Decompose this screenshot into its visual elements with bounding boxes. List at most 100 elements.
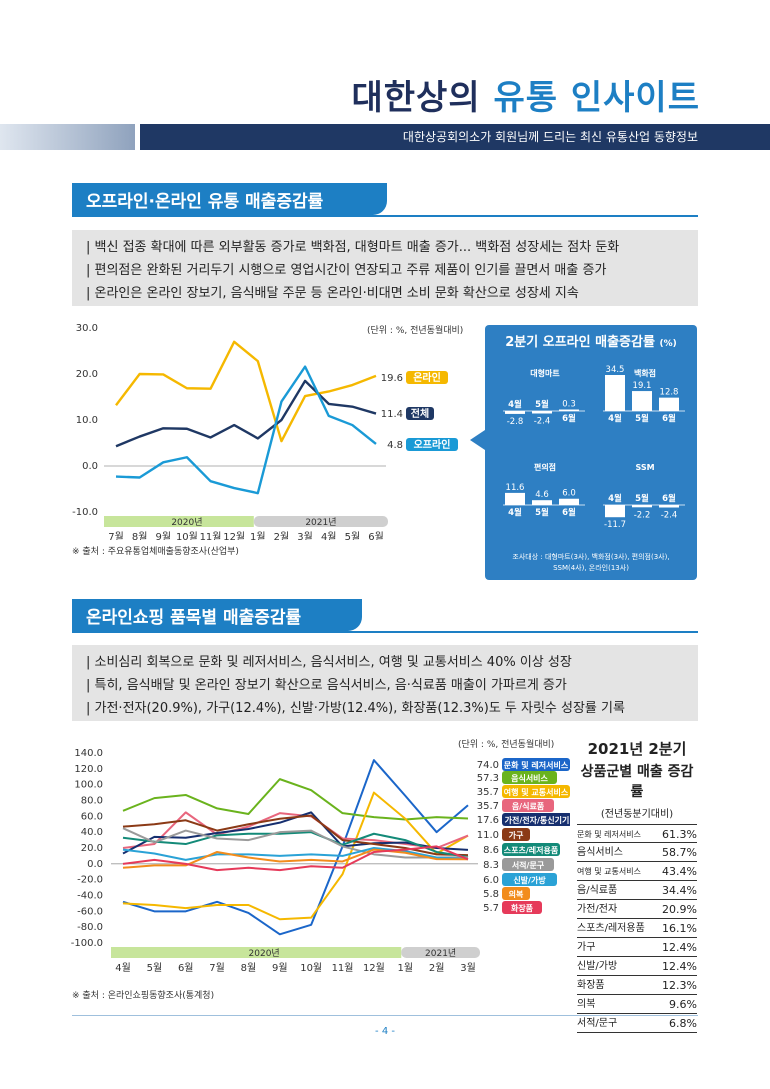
- bar: [659, 397, 679, 411]
- year-band-label: 2020년: [249, 948, 280, 959]
- bar: [532, 411, 552, 414]
- bar-group-title: 대형마트: [530, 368, 560, 378]
- x-tick-label: 12월: [363, 962, 385, 974]
- series-line: [122, 778, 469, 821]
- panel-note: 조사대상 : 대형마트(3사), 백화점(3사), 편의점(3사), SSM(4…: [512, 553, 670, 572]
- y-tick-label: -40.0: [77, 891, 103, 902]
- table-value: 58.7%: [662, 846, 697, 859]
- x-tick-label: 6월: [178, 962, 194, 974]
- series-line: [122, 811, 469, 849]
- series-name: 전체: [411, 407, 429, 420]
- table-category: 문화 및 레저서비스: [577, 830, 641, 839]
- table-category: 음식서비스: [577, 847, 623, 858]
- bar-value-label: -2.2: [634, 510, 651, 520]
- series-end-value: 35.7: [477, 787, 499, 798]
- table-subtitle: 상품군별 매출 증감률: [580, 764, 694, 800]
- bar: [659, 505, 679, 508]
- category-growth-table: 2021년 2분기 상품군별 매출 증감률 (전년동분기대비) 문화 및 레저서…: [577, 738, 697, 1033]
- bar-month-label: 6월: [562, 413, 576, 424]
- section1-summary: | 백신 접종 확대에 따른 외부활동 증가로 백화점, 대형마트 매출 증가.…: [72, 230, 698, 306]
- bar: [605, 375, 625, 411]
- page-number: - 4 -: [375, 1026, 395, 1037]
- series-name: 화장품: [511, 903, 534, 913]
- table-category: 여행 및 교통서비스: [577, 867, 641, 876]
- footer-divider: [72, 1015, 698, 1016]
- series-end-value: 5.8: [483, 889, 499, 900]
- bar-value-label: 19.1: [633, 381, 652, 391]
- bar-value-label: 11.6: [506, 483, 525, 493]
- offline-bar-charts: 대형마트 -2.8 4월 -2.4 5월 0.3 6월 백화점 34.5 4월 19.1 5월 12.8…: [503, 365, 685, 530]
- bar-value-label: 34.5: [606, 365, 625, 375]
- bar: [532, 500, 552, 505]
- x-tick-label: 8월: [241, 962, 257, 974]
- table-category: 신발/가방: [577, 961, 618, 972]
- year-band-label: 2021년: [305, 517, 336, 528]
- table-value: 6.8%: [669, 1017, 697, 1030]
- y-tick-label: 10.0: [76, 415, 98, 426]
- series-name: 가전/전자/통신기기: [505, 815, 570, 825]
- y-tick-label: 20.0: [81, 843, 103, 854]
- bar-month-label: 6월: [562, 507, 576, 518]
- series-tag: [502, 887, 530, 900]
- section1-heading: 오프라인·온라인 유통 매출증감률: [72, 183, 698, 217]
- x-tick-label: 11월: [332, 962, 354, 974]
- bar-month-label: 5월: [535, 399, 549, 410]
- series-name: 의복: [509, 889, 524, 899]
- bar: [632, 505, 652, 508]
- table-value: 12.3%: [662, 979, 697, 992]
- series-line: [115, 365, 377, 495]
- x-tick-label: 7월: [108, 531, 124, 540]
- series-line: [122, 791, 469, 921]
- series-tag: [502, 799, 554, 812]
- x-tick-label: 6월: [368, 531, 384, 540]
- x-tick-label: 1월: [250, 531, 266, 540]
- y-tick-label: 20.0: [76, 369, 98, 380]
- table-row: 여행 및 교통서비스 43.4%: [577, 862, 697, 881]
- summary-line: | 가전·전자(20.9%), 가구(12.4%), 신발·가방(12.4%),…: [86, 701, 625, 716]
- x-tick-label: 4월: [115, 962, 131, 974]
- series-line: [122, 845, 469, 872]
- table-category: 가전/전자: [577, 904, 618, 915]
- y-tick-label: 140.0: [74, 748, 103, 759]
- series-line: [122, 827, 469, 859]
- bar-month-label: 5월: [535, 507, 549, 518]
- y-tick-label: -10.0: [72, 507, 98, 518]
- y-tick-label: 40.0: [81, 827, 103, 838]
- bar-month-label: 6월: [662, 413, 676, 424]
- bar-value-label: -2.4: [534, 417, 551, 427]
- section2-source: ※ 출처 : 온라인쇼핑동향조사(통계청): [72, 991, 215, 1001]
- x-tick-label: 4월: [321, 531, 337, 540]
- series-line: [122, 831, 469, 859]
- bar-value-label: 6.0: [562, 489, 576, 499]
- online-category-line-chart: (단위 : %, 전년동월대비) 140.0 120.0 100.0 80.0 60.0…: [71, 738, 570, 974]
- table-row: 가전/전자 20.9%: [577, 900, 697, 919]
- series-line: [115, 340, 377, 443]
- y-tick-label: 60.0: [81, 811, 103, 822]
- panel-pointer: [470, 430, 485, 450]
- series-tag: [502, 813, 570, 826]
- table-row: 스포츠/레저용품 16.1%: [577, 919, 697, 938]
- series-name: 문화 및 레저서비스: [504, 760, 569, 770]
- header-subtitle: 대한상공회의소가 회원님께 드리는 최신 유통산업 동향정보: [402, 130, 698, 144]
- table-row: 음/식료품 34.4%: [577, 881, 697, 900]
- bar-month-label: 6월: [662, 493, 676, 504]
- series-name: 음식서비스: [511, 773, 548, 783]
- series-tag: [502, 758, 570, 771]
- y-tick-label: 100.0: [74, 780, 103, 791]
- x-tick-label: 3월: [297, 531, 313, 540]
- summary-line: | 백신 접종 확대에 따른 외부활동 증가로 백화점, 대형마트 매출 증가.…: [86, 240, 620, 255]
- series-name: 음/식료품: [512, 801, 545, 811]
- series-name: 여행 및 교통서비스: [504, 787, 569, 797]
- y-tick-label: 80.0: [81, 796, 103, 807]
- page-title: 대한상의 유통 인사이트: [0, 70, 700, 119]
- x-tick-label: 11월: [200, 531, 222, 540]
- section2-title: 온라인쇼핑 품목별 매출증감률: [72, 599, 362, 631]
- series-name: 가구: [509, 830, 524, 840]
- bar-value-label: -2.4: [661, 511, 678, 521]
- title-part1: 대한상의: [351, 78, 481, 118]
- series-tag: [502, 843, 560, 856]
- table-value: 34.4%: [662, 884, 697, 897]
- series-tag: [406, 438, 458, 451]
- series-end-value: 6.0: [483, 875, 499, 886]
- series-tag: [502, 785, 570, 798]
